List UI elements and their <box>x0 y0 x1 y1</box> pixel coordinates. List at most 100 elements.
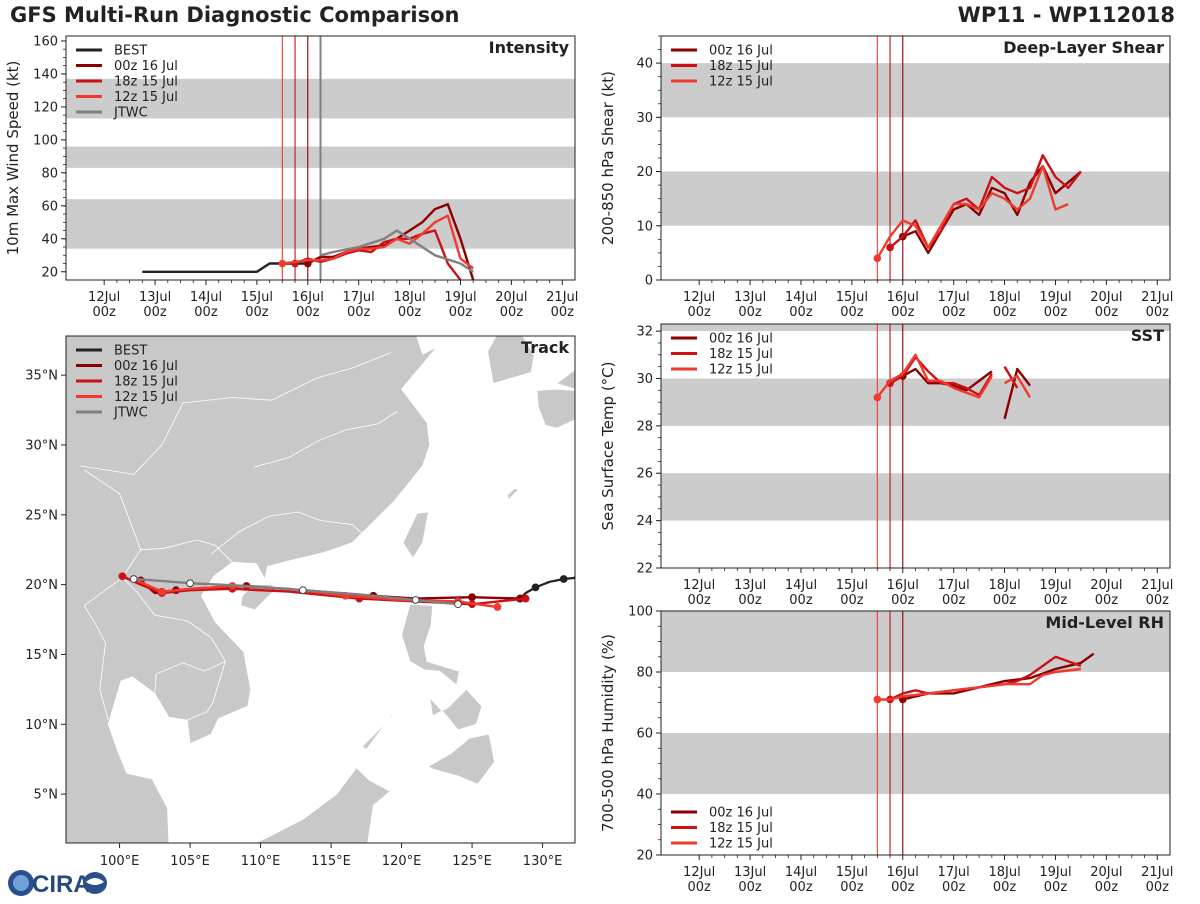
rh-xtick-label-day: 12Jul <box>683 865 715 880</box>
track-ytick-label: 35°N <box>25 369 58 384</box>
sst-ytick-label: 26 <box>636 467 653 482</box>
sst-xtick-label-hour: 00z <box>891 593 915 608</box>
rh-xtick-label-hour: 00z <box>942 880 966 895</box>
shear-ytick-label: 30 <box>636 111 653 126</box>
logo-globe-inner <box>13 875 29 891</box>
rh-xtick-label-hour: 00z <box>993 880 1017 895</box>
sst-ytick-label: 30 <box>636 372 653 387</box>
rh-start-point-12z-15-jul <box>873 695 882 704</box>
shear-series-00z-16-jul <box>902 164 1082 255</box>
rh-xtick-label-hour: 00z <box>1146 880 1170 895</box>
legend-label-18z-15-jul: 18z 15 Jul <box>114 375 178 390</box>
sst-xtick-label-hour: 00z <box>840 593 864 608</box>
sst-xtick-label-day: 19Jul <box>1039 578 1071 593</box>
shear-start-point-12z-15-jul <box>873 254 882 263</box>
track-frame <box>65 335 576 844</box>
track-point-00z-16-jul <box>468 593 476 602</box>
rh-xtick-label-day: 21Jul <box>1141 865 1173 880</box>
sst-xtick-label-day: 21Jul <box>1141 578 1173 593</box>
track-series-jtwc <box>133 577 459 606</box>
track-title: Track <box>521 338 569 357</box>
shear-xtick-label-hour: 00z <box>789 305 813 320</box>
intensity-xtick-label-hour: 00z <box>500 305 524 320</box>
intensity-xtick-label-day: 21Jul <box>546 290 578 305</box>
intensity-xtick-label-day: 17Jul <box>343 290 375 305</box>
intensity-series-jtwc <box>320 229 474 273</box>
rh-xtick-label-hour: 00z <box>1044 880 1068 895</box>
legend-label-12z-15-jul: 12z 15 Jul <box>709 75 773 90</box>
rh-frame <box>660 610 1171 856</box>
rh-xtick-label-day: 19Jul <box>1039 865 1071 880</box>
shear-title: Deep-Layer Shear <box>1003 38 1164 57</box>
intensity-xtick-label-day: 20Jul <box>495 290 527 305</box>
rh-ylabel: 700-500 hPa Humidity (%) <box>599 634 617 832</box>
shear-xtick-label-day: 13Jul <box>734 290 766 305</box>
sst-xtick-label-hour: 00z <box>942 593 966 608</box>
legend-label-00z-16-jul: 00z 16 Jul <box>709 332 773 347</box>
legend-label-best: BEST <box>114 44 147 59</box>
legend-label-00z-16-jul: 00z 16 Jul <box>114 59 178 74</box>
legend-label-18z-15-jul: 18z 15 Jul <box>709 59 773 74</box>
land-ryukyu <box>506 487 520 501</box>
intensity-xtick-label-hour: 00z <box>143 305 167 320</box>
sst-start-point-12z-15-jul <box>873 393 882 402</box>
track-point-jtwc <box>411 596 420 604</box>
shear-shade-band <box>661 63 1170 118</box>
track-panel: 100°E 105°E 110°E 115°E 120°E 125°E 130°E 5°N 10… <box>25 335 576 869</box>
sst-panel: 22242628303212Jul00z13Jul00z14Jul00z15Ju… <box>599 323 1173 608</box>
legend-label-12z-15-jul: 12z 15 Jul <box>709 837 773 852</box>
land-shikoku-honshu <box>555 368 575 390</box>
sst-xtick-label-hour: 00z <box>738 593 762 608</box>
country-border <box>83 577 123 721</box>
shear-shade-band <box>661 171 1170 226</box>
intensity-ytick-label: 140 <box>33 67 58 82</box>
shear-xtick-label-day: 19Jul <box>1039 290 1071 305</box>
rh-ytick-label: 60 <box>636 727 653 742</box>
intensity-xtick-label-hour: 00z <box>296 305 320 320</box>
shear-series-12z-15-jul <box>876 164 1069 259</box>
track-point-jtwc <box>186 579 194 588</box>
legend-label-jtwc: JTWC <box>113 406 148 421</box>
legend-label-18z-15-jul: 18z 15 Jul <box>709 347 773 362</box>
legend-label-best: BEST <box>114 344 147 359</box>
sst-frame <box>660 323 1171 569</box>
intensity-panel: 2040608010012014016012Jul00z13Jul00z14Ju… <box>4 34 578 320</box>
country-border <box>187 661 226 721</box>
shear-xtick-label-hour: 00z <box>942 305 966 320</box>
track-xtick-label: 100°E <box>100 854 140 869</box>
land-korea <box>487 336 535 385</box>
track-map <box>66 336 575 843</box>
track-ytick-label: 20°N <box>25 578 58 593</box>
rh-xtick-label-hour: 00z <box>738 880 762 895</box>
intensity-xtick-label-day: 18Jul <box>393 290 425 305</box>
sst-shade-band <box>661 324 1170 332</box>
sst-xtick-label-day: 14Jul <box>785 578 817 593</box>
shear-xtick-label-hour: 00z <box>993 305 1017 320</box>
sst-xtick-label-day: 13Jul <box>734 578 766 593</box>
rh-series-12z-15-jul <box>877 667 1082 701</box>
rh-xtick-label-hour: 00z <box>840 880 864 895</box>
sst-ytick-label: 22 <box>636 562 653 577</box>
intensity-ytick-label: 20 <box>41 265 58 280</box>
cira-logo: CIRA <box>4 866 108 900</box>
intensity-xtick-label-day: 12Jul <box>88 290 120 305</box>
sst-ytick-label: 24 <box>636 514 653 529</box>
legend-label-12z-15-jul: 12z 15 Jul <box>709 363 773 378</box>
shear-panel: 01020304012Jul00z13Jul00z14Jul00z15Jul00… <box>599 35 1173 320</box>
land-visayas <box>429 688 483 731</box>
track-xtick-label: 125°E <box>452 854 492 869</box>
track-point-best <box>559 575 568 583</box>
sst-xtick-label-hour: 00z <box>1044 593 1068 608</box>
shear-xtick-label-day: 16Jul <box>887 290 919 305</box>
intensity-title: Intensity <box>489 38 570 57</box>
track-ytick-label: 30°N <box>25 438 58 453</box>
track-point-18z-15-jul <box>118 572 127 581</box>
sst-title: SST <box>1131 326 1164 345</box>
sst-xtick-label-day: 16Jul <box>887 578 919 593</box>
intensity-xtick-label-day: 15Jul <box>241 290 273 305</box>
shear-xtick-label-day: 18Jul <box>988 290 1020 305</box>
shear-start-point-18z-15-jul <box>886 243 894 252</box>
track-point-12z-15-jul <box>157 587 166 596</box>
track-point-jtwc <box>298 586 307 595</box>
country-border <box>121 549 226 694</box>
